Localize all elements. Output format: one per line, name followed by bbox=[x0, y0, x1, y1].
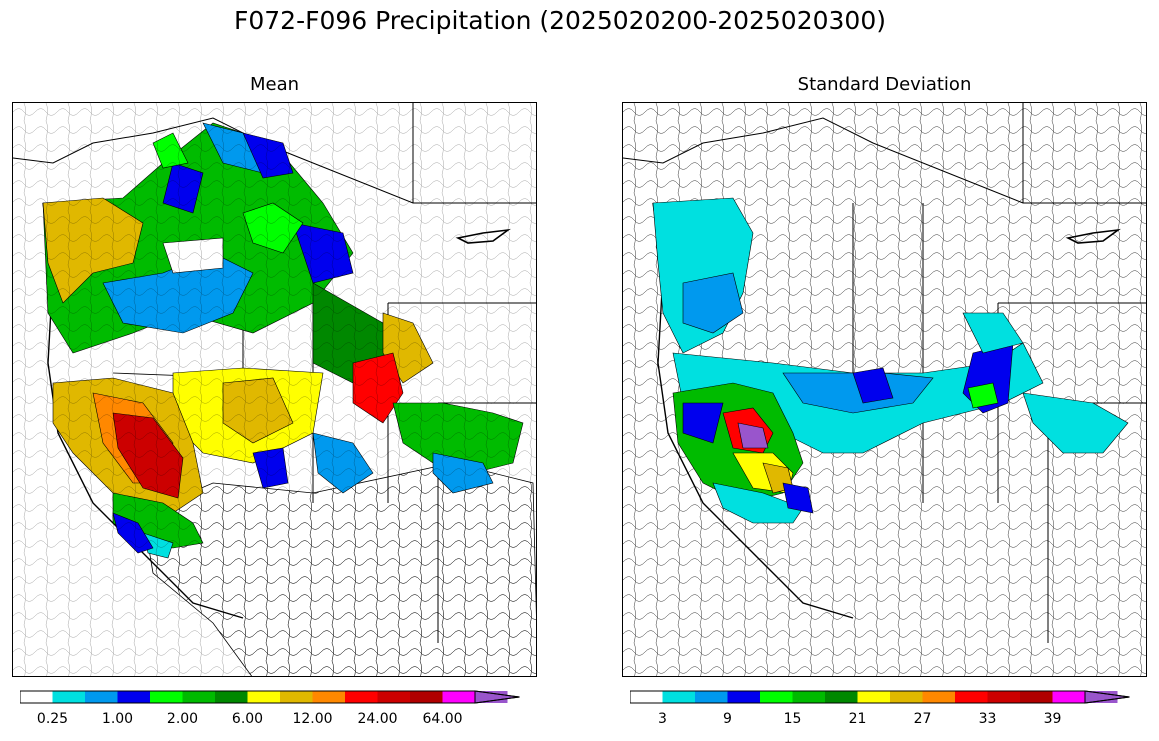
colorbar-swatch bbox=[182, 691, 215, 703]
colorbar-swatch bbox=[215, 691, 248, 703]
colorbar-tick-label: 64.00 bbox=[422, 711, 463, 727]
colorbar-swatch bbox=[890, 691, 923, 703]
colorbar-swatch bbox=[312, 691, 345, 703]
colorbar-swatch bbox=[280, 691, 313, 703]
colorbar-swatch bbox=[345, 691, 378, 703]
sd-colorbar bbox=[629, 689, 1140, 708]
colorbar-swatch bbox=[857, 691, 890, 703]
colorbar-swatch bbox=[20, 691, 53, 703]
colorbar-tick-label: 39 bbox=[1043, 711, 1062, 727]
colorbar-swatch bbox=[442, 691, 475, 703]
colorbar-swatch bbox=[955, 691, 988, 703]
colorbar-swatch bbox=[1052, 691, 1085, 703]
mean-colorbar bbox=[19, 689, 530, 708]
mean-panel-title: Mean bbox=[249, 74, 300, 95]
colorbar-swatch bbox=[1020, 691, 1053, 703]
mean-map bbox=[12, 102, 537, 677]
sd-panel-title: Standard Deviation bbox=[797, 74, 972, 95]
colorbar-tick-label: 2.00 bbox=[166, 711, 199, 727]
sd-map bbox=[622, 102, 1147, 677]
colorbar-tick-label: 24.00 bbox=[357, 711, 398, 727]
colorbar-swatch bbox=[662, 691, 695, 703]
colorbar-swatch bbox=[377, 691, 410, 703]
colorbar-swatch bbox=[760, 691, 793, 703]
colorbar-swatch bbox=[85, 691, 118, 703]
colorbar-swatch bbox=[792, 691, 825, 703]
colorbar-tick-label: 1.00 bbox=[101, 711, 134, 727]
colorbar-tick-label: 12.00 bbox=[292, 711, 333, 727]
colorbar-tick-label: 27 bbox=[913, 711, 932, 727]
colorbar-swatch bbox=[150, 691, 183, 703]
colorbar-swatch bbox=[247, 691, 280, 703]
colorbar-swatch bbox=[727, 691, 760, 703]
colorbar-tick-label: 21 bbox=[848, 711, 867, 727]
colorbar-swatch bbox=[117, 691, 150, 703]
colorbar-tick-label: 3 bbox=[658, 711, 667, 727]
colorbar-swatch bbox=[922, 691, 955, 703]
colorbar-swatch bbox=[410, 691, 443, 703]
colorbar-swatch bbox=[52, 691, 85, 703]
colorbar-swatch bbox=[695, 691, 728, 703]
colorbar-swatch bbox=[825, 691, 858, 703]
colorbar-tick-label: 6.00 bbox=[231, 711, 264, 727]
figure-title: F072-F096 Precipitation (2025020200-2025… bbox=[233, 6, 886, 35]
colorbar-swatch bbox=[987, 691, 1020, 703]
colorbar-tick-label: 33 bbox=[978, 711, 997, 727]
colorbar-tick-label: 15 bbox=[783, 711, 802, 727]
colorbar-swatch bbox=[630, 691, 663, 703]
colorbar-tick-label: 0.25 bbox=[36, 711, 69, 727]
colorbar-tick-label: 9 bbox=[723, 711, 732, 727]
